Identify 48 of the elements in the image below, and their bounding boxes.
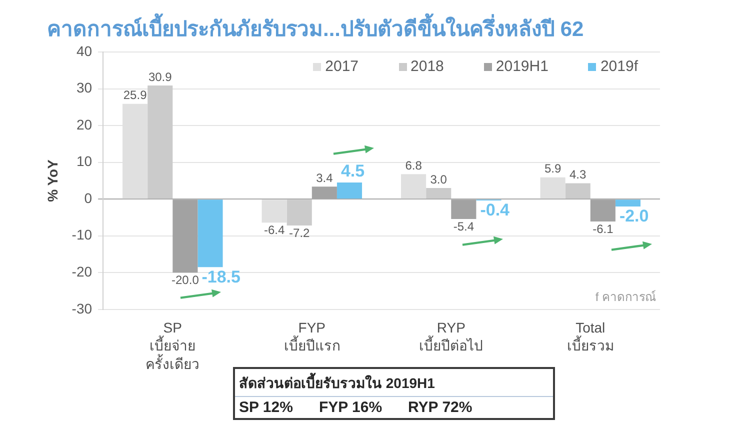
data-label: 25.9 (123, 88, 148, 102)
x-tick-label: Total เบี้ยรวม (566, 319, 614, 354)
data-label: -7.2 (289, 226, 310, 240)
data-label: 3.0 (430, 172, 448, 186)
text: สัดส่วนต่อเบี้ยรับรวมใน 2019H1 (235, 369, 553, 397)
legend-label: 2017 (325, 58, 359, 75)
bar (148, 85, 173, 199)
y-tick-label: 20 (76, 116, 92, 132)
bar (540, 177, 566, 199)
y-tick-label: -10 (72, 226, 92, 243)
data-label: 30.9 (148, 70, 172, 84)
data-label: -5.4 (453, 219, 474, 234)
data-label: -2.0 (619, 206, 649, 226)
annotation: f คาดการณ์ (595, 289, 656, 306)
x-tick-label: SP เบี้ยจ่าย ครั้งเดียว (146, 319, 200, 372)
bar (336, 182, 362, 199)
data-label: 4.3 (570, 168, 587, 182)
bar (198, 200, 223, 268)
text: FYP 16% (318, 399, 382, 416)
y-tick-label: 10 (76, 153, 92, 170)
data-label: -0.4 (480, 200, 510, 220)
x-tick-label: FYP เบี้ยปีแรก (284, 319, 340, 354)
y-tick-label: -30 (72, 300, 92, 316)
y-tick-label: 40 (76, 42, 92, 59)
bar (262, 200, 287, 223)
bar (401, 174, 426, 199)
bar (426, 188, 452, 199)
y-tick-label: 30 (76, 80, 92, 96)
y-tick-label: 0 (84, 190, 92, 206)
data-label: -18.5 (202, 267, 240, 286)
text: RYP 72% (408, 399, 472, 416)
legend-label: 2019f (600, 58, 638, 75)
legend-label: 2019H1 (496, 58, 548, 75)
data-label: 4.5 (340, 162, 365, 181)
data-label: 6.8 (405, 158, 422, 172)
bar (615, 200, 641, 206)
data-label: 5.9 (544, 162, 562, 176)
data-label: -6.4 (264, 222, 285, 237)
data-label: -6.1 (592, 222, 614, 236)
text: SP 12% (239, 399, 293, 416)
data-label: -20.0 (172, 272, 200, 287)
bar (286, 200, 312, 226)
y-axis-title: % YoY (44, 158, 60, 202)
bar (565, 183, 590, 199)
y-tick-label: -20 (72, 263, 92, 280)
legend-label: 2018 (410, 58, 444, 75)
x-tick-label: RYP เบี้ยปีต่อไป (419, 319, 484, 354)
data-label: 3.4 (316, 170, 334, 185)
